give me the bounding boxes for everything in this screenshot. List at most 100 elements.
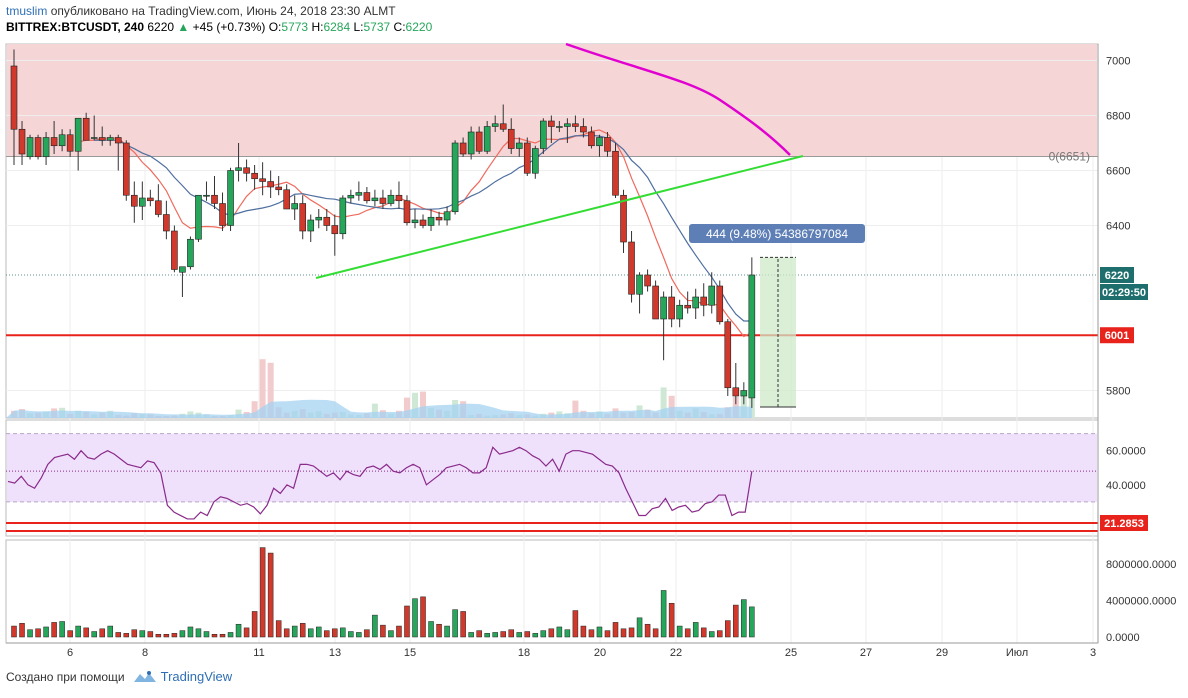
volume-bar <box>211 634 218 638</box>
countdown-badge <box>1100 284 1148 300</box>
open-label: O: <box>268 20 282 34</box>
volume-bar <box>733 604 739 638</box>
candle-down <box>331 225 339 235</box>
price-pane-volume-bar <box>572 400 579 418</box>
level-badge <box>1100 327 1134 344</box>
price-tick-label: 6800 <box>1106 111 1130 123</box>
tradingview-brand[interactable]: TradingView <box>133 669 232 684</box>
low-value: 5737 <box>363 20 391 34</box>
volume-bar <box>283 628 290 638</box>
volume-pane <box>5 539 1099 644</box>
volume-bar <box>83 627 89 638</box>
price-pane-volume-bar <box>412 392 418 418</box>
ascending-trendline <box>315 155 804 279</box>
candle-up <box>387 194 395 204</box>
candle-up <box>556 126 563 128</box>
volume-bar <box>484 633 490 638</box>
time-tick-label: 13 <box>329 647 341 659</box>
candle-down <box>114 137 122 144</box>
change-value: +45 (+0.73%) <box>192 20 266 34</box>
volume-bar <box>692 622 699 638</box>
candle-up <box>195 194 202 240</box>
candle-up <box>740 390 748 397</box>
volume-bar <box>179 630 186 638</box>
price-pane-volume-bar <box>267 362 274 418</box>
price-pane-volume-bar <box>740 393 747 418</box>
candle-down <box>363 192 371 202</box>
volume-bar <box>644 623 651 638</box>
candle-up <box>483 126 491 152</box>
candle-down <box>732 387 740 397</box>
last-price-badge <box>1100 267 1134 283</box>
high-label: H: <box>311 20 324 34</box>
volume-bar <box>43 626 49 638</box>
volume-bar <box>275 620 282 638</box>
volume-bar <box>668 602 675 638</box>
volume-bar <box>11 625 17 638</box>
volume-bar <box>444 625 450 638</box>
candle-up <box>748 274 756 399</box>
volume-bar <box>628 627 635 638</box>
volume-bar <box>299 623 306 638</box>
candle-down <box>299 203 307 232</box>
candle-up <box>660 296 667 320</box>
author-link[interactable]: tmuslim <box>6 4 48 18</box>
candle-down <box>155 200 162 215</box>
candle-up <box>187 238 194 268</box>
candle-down <box>572 123 579 127</box>
candle-up <box>443 211 451 221</box>
volume-bar <box>203 631 210 638</box>
volume-bar <box>572 610 579 638</box>
candle-down <box>243 167 250 174</box>
volume-bar <box>348 631 354 638</box>
time-tick-label: 29 <box>936 647 948 659</box>
candle-up <box>596 137 603 147</box>
volume-bar <box>91 631 97 638</box>
candle-down <box>275 186 282 191</box>
price-pane-volume-bar <box>235 409 242 418</box>
last-price: 6220 <box>147 20 175 34</box>
close-label: C: <box>393 20 406 34</box>
candle-up <box>371 197 379 202</box>
fib-level-label: 0(6651) <box>1049 149 1090 163</box>
volume-bar <box>508 629 514 638</box>
volume-bar <box>19 623 25 638</box>
price-pane-volume-bar <box>660 387 667 418</box>
price-tick-label: 6600 <box>1106 166 1130 178</box>
resistance-zone <box>7 44 1097 157</box>
volume-bar <box>596 626 603 638</box>
volume-bar <box>700 627 707 638</box>
candle-up <box>106 137 114 141</box>
volume-bar <box>372 614 378 638</box>
footer: Создано при помощи TradingView <box>6 669 232 684</box>
candle-down <box>395 194 403 202</box>
volume-bar <box>187 626 194 638</box>
volume-tick-label: 0.0000 <box>1106 632 1140 644</box>
chart-header: tmuslim опубликовано на TradingView.com,… <box>6 3 432 35</box>
measure-box <box>760 257 796 407</box>
volume-bar <box>59 621 65 638</box>
candle-up <box>179 266 186 273</box>
candle-down <box>66 134 74 152</box>
volume-bar <box>540 630 547 638</box>
volume-bar <box>428 621 434 638</box>
ema-mid-line <box>94 134 752 322</box>
price-pane-volume-bar <box>259 359 266 418</box>
candle-up <box>636 274 643 295</box>
volume-bar <box>741 599 747 638</box>
high-value: 6284 <box>323 20 351 34</box>
rsi-line <box>7 446 753 520</box>
volume-bar <box>660 590 667 638</box>
time-tick-label: 25 <box>785 647 797 659</box>
candle-up <box>26 137 34 158</box>
volume-bar <box>452 609 458 638</box>
volume-bar <box>364 629 370 638</box>
volume-bar <box>147 631 154 638</box>
close-value: 6220 <box>405 20 433 34</box>
candle-up <box>355 192 363 196</box>
volume-bar <box>388 630 394 638</box>
volume-bar <box>580 625 587 638</box>
volume-bar <box>468 632 474 638</box>
candle-up <box>427 216 435 226</box>
